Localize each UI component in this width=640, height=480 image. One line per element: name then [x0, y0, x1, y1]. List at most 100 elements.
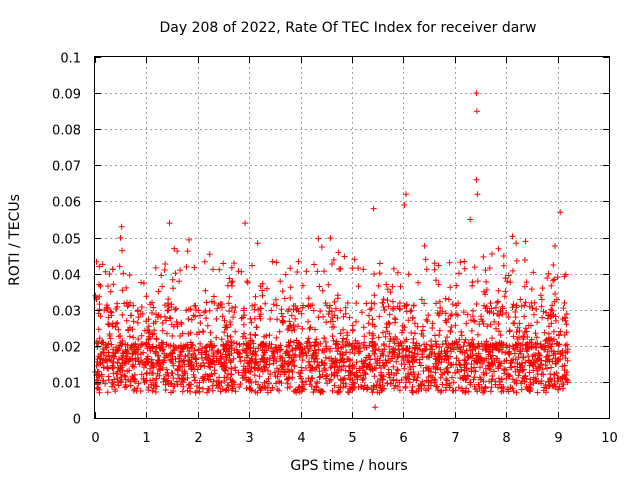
data-point — [525, 358, 532, 364]
data-point — [346, 314, 353, 321]
data-point — [403, 375, 410, 381]
data-point — [460, 343, 467, 350]
data-point — [127, 382, 134, 389]
data-point — [266, 332, 273, 339]
data-point — [355, 283, 362, 290]
data-point — [425, 312, 432, 319]
data-point — [159, 320, 166, 326]
data-point — [247, 386, 254, 392]
data-point — [177, 363, 184, 370]
data-point — [559, 385, 566, 392]
data-point — [155, 312, 162, 319]
data-point — [207, 358, 214, 365]
data-point — [228, 371, 235, 378]
data-point — [139, 359, 146, 366]
data-point — [240, 321, 247, 328]
data-point — [149, 344, 156, 351]
data-point — [218, 336, 225, 343]
data-point — [495, 245, 502, 252]
data-point — [155, 357, 162, 364]
data-point — [314, 355, 320, 362]
data-point — [446, 380, 453, 387]
data-point — [564, 369, 570, 375]
data-point — [104, 357, 111, 364]
data-point — [202, 287, 209, 294]
data-point — [203, 343, 210, 350]
data-point — [148, 370, 155, 376]
data-point — [494, 299, 501, 306]
data-point — [534, 389, 541, 396]
data-point — [101, 349, 108, 356]
data-point — [127, 356, 134, 363]
data-point — [286, 318, 293, 325]
data-point — [169, 370, 176, 377]
data-point — [495, 359, 502, 366]
data-point — [382, 333, 389, 340]
data-point — [560, 305, 567, 312]
data-point — [305, 375, 312, 382]
data-point — [534, 340, 541, 347]
data-point — [473, 90, 480, 97]
data-point — [235, 369, 242, 376]
data-point — [546, 382, 553, 389]
data-point — [184, 248, 191, 255]
data-point — [432, 377, 439, 384]
data-point — [289, 374, 296, 381]
data-point — [306, 381, 313, 388]
data-point — [146, 333, 153, 340]
data-point — [134, 346, 140, 353]
data-point — [273, 334, 280, 341]
data-point — [380, 329, 386, 336]
data-point — [129, 363, 136, 370]
y-tick-label: 0.1 — [60, 52, 81, 67]
data-point — [512, 309, 519, 315]
data-point — [432, 369, 439, 376]
data-point — [349, 346, 356, 353]
data-point — [431, 266, 438, 273]
data-point — [389, 306, 396, 312]
data-point — [228, 279, 235, 286]
data-point — [450, 379, 457, 386]
data-point — [260, 352, 267, 358]
data-point — [436, 354, 443, 361]
data-point — [344, 329, 351, 336]
data-point — [538, 378, 545, 384]
data-point — [259, 292, 266, 299]
data-point — [347, 385, 354, 392]
data-point — [428, 379, 435, 386]
data-point — [140, 364, 147, 371]
data-point — [452, 369, 458, 376]
data-point — [123, 317, 130, 324]
y-tick-labels: 0 0.01 0.02 0.03 0.04 0.05 0.06 0.07 0.08 0.09 0.1 — [52, 52, 81, 428]
data-point — [467, 216, 474, 223]
data-point — [539, 314, 546, 321]
data-point — [113, 320, 119, 327]
data-point — [169, 333, 176, 339]
data-point — [178, 343, 184, 350]
data-point — [198, 362, 205, 369]
data-point — [447, 284, 454, 291]
data-point — [554, 274, 561, 281]
data-point — [190, 371, 197, 378]
data-point — [209, 382, 216, 389]
data-point — [130, 318, 137, 325]
data-point — [106, 331, 113, 337]
data-point — [119, 247, 125, 254]
data-point — [184, 375, 191, 381]
data-point — [341, 253, 348, 260]
data-point — [522, 373, 528, 380]
data-point — [277, 371, 284, 378]
data-point — [299, 304, 306, 311]
data-point — [443, 365, 450, 372]
data-point — [485, 351, 492, 358]
data-point — [522, 238, 529, 245]
data-point — [321, 268, 328, 275]
data-point — [552, 243, 558, 249]
data-point — [533, 334, 540, 341]
data-point — [489, 251, 495, 257]
data-point — [468, 327, 475, 334]
data-point — [410, 302, 417, 309]
data-point — [396, 350, 403, 357]
data-point — [228, 358, 234, 365]
data-point — [287, 284, 294, 291]
